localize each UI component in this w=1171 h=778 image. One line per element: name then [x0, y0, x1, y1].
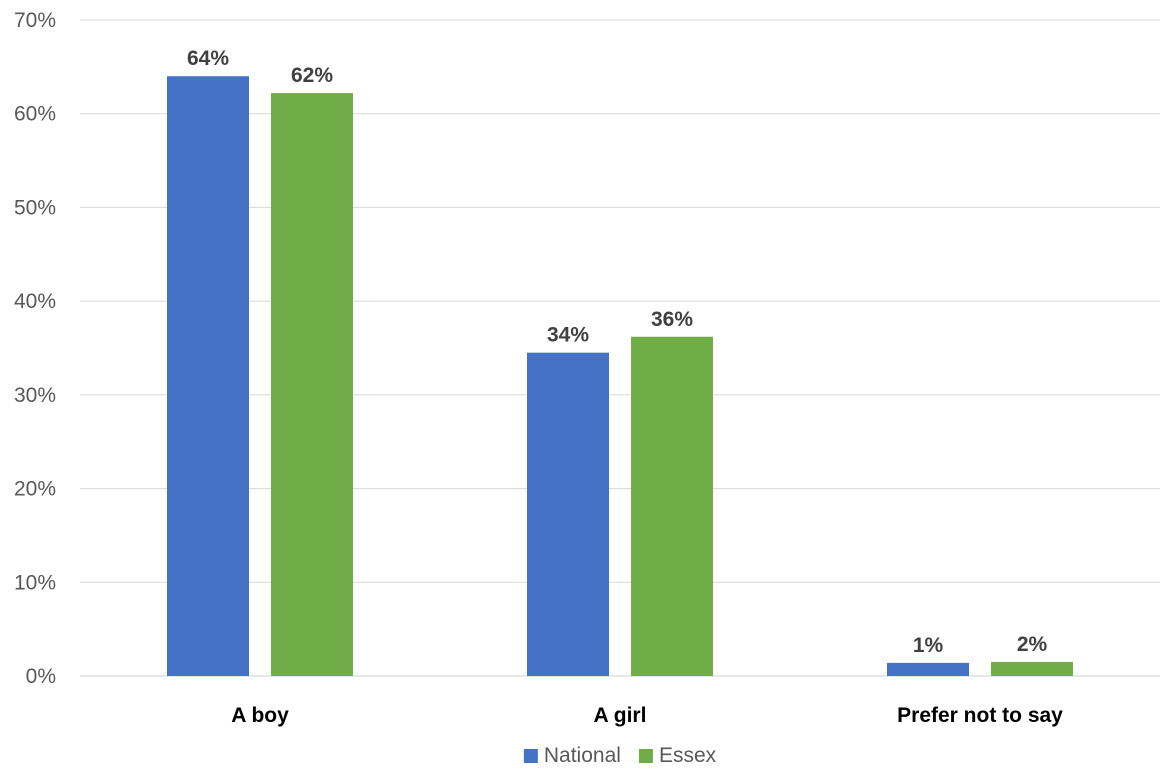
- category-label: A boy: [231, 704, 289, 727]
- y-tick-label: 50%: [14, 196, 56, 219]
- y-tick-label: 20%: [14, 478, 56, 501]
- x-axis-categories: A boy A girl Prefer not to say: [231, 704, 1063, 727]
- data-label-essex-1: 36%: [651, 308, 693, 331]
- data-label-national-0: 64%: [187, 47, 229, 70]
- category-label: A girl: [594, 704, 647, 727]
- bar-essex-2: [991, 661, 1073, 676]
- y-tick-label: 60%: [14, 103, 56, 126]
- category-label: Prefer not to say: [897, 704, 1063, 727]
- gridlines: [80, 19, 1160, 677]
- legend-swatch-national: [523, 749, 538, 763]
- legend-swatch-essex: [638, 749, 653, 763]
- y-axis-ticks: 0% 10% 20% 30% 40% 50% 60% 70%: [14, 9, 56, 688]
- y-tick-label: 70%: [14, 9, 56, 32]
- legend-label-essex: Essex: [659, 744, 717, 767]
- data-labels: 64% 62% 34% 36% 1% 2%: [187, 47, 1048, 657]
- bar-national-0: [167, 76, 249, 676]
- y-tick-label: 0%: [26, 665, 56, 688]
- bars: [167, 76, 1073, 676]
- data-label-national-2: 1%: [913, 634, 944, 657]
- y-tick-label: 10%: [14, 571, 56, 594]
- y-tick-label: 40%: [14, 290, 56, 313]
- bar-essex-0: [271, 93, 353, 676]
- data-label-essex-0: 62%: [291, 64, 333, 87]
- y-tick-label: 30%: [14, 384, 56, 407]
- data-label-essex-2: 2%: [1017, 633, 1048, 656]
- legend-label-national: National: [544, 744, 621, 767]
- data-label-national-1: 34%: [547, 324, 589, 347]
- bar-national-1: [527, 352, 609, 676]
- bar-essex-1: [631, 336, 713, 676]
- legend: National Essex: [523, 744, 717, 767]
- bar-national-2: [887, 662, 969, 676]
